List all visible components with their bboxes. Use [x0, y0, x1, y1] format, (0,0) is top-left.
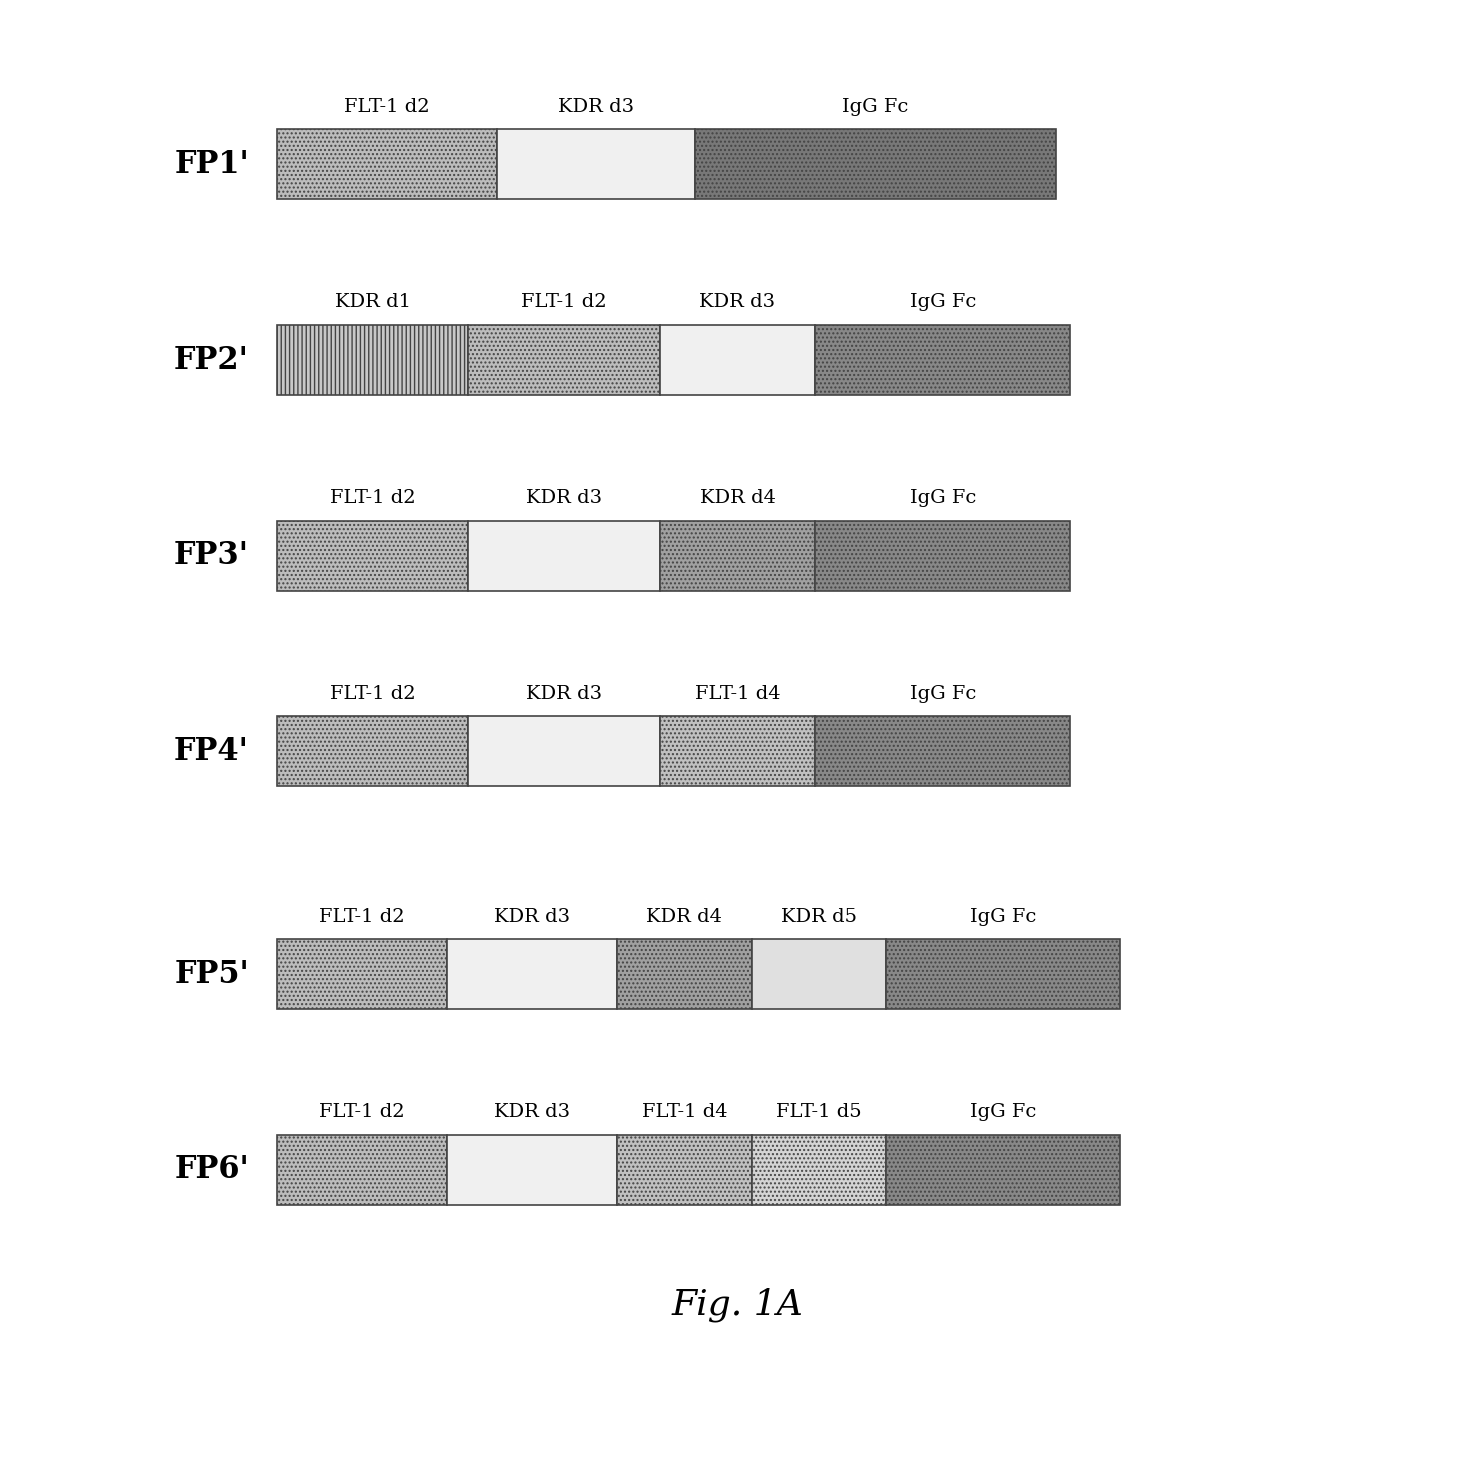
- Bar: [447, 939, 617, 1009]
- Text: FLT-1 d2: FLT-1 d2: [320, 1103, 406, 1121]
- Text: KDR d3: KDR d3: [558, 98, 634, 116]
- Bar: [816, 716, 1071, 786]
- Bar: [277, 716, 469, 786]
- Text: FLT-1 d5: FLT-1 d5: [776, 1103, 861, 1121]
- Bar: [277, 939, 447, 1009]
- Bar: [886, 939, 1120, 1009]
- Text: IgG Fc: IgG Fc: [910, 489, 976, 508]
- Bar: [277, 521, 469, 591]
- Bar: [447, 1134, 617, 1204]
- Bar: [886, 1134, 1120, 1204]
- Text: FLT-1 d2: FLT-1 d2: [521, 293, 606, 311]
- Text: KDR d3: KDR d3: [527, 685, 602, 703]
- Text: FLT-1 d2: FLT-1 d2: [330, 489, 416, 508]
- Text: KDR d1: KDR d1: [335, 293, 412, 311]
- Bar: [659, 324, 816, 395]
- Bar: [469, 716, 659, 786]
- Text: FLT-1 d2: FLT-1 d2: [320, 908, 406, 926]
- Bar: [816, 521, 1071, 591]
- Bar: [695, 129, 1056, 200]
- Text: IgG Fc: IgG Fc: [971, 908, 1035, 926]
- Bar: [469, 324, 659, 395]
- Text: IgG Fc: IgG Fc: [842, 98, 909, 116]
- Text: KDR d4: KDR d4: [646, 908, 723, 926]
- Bar: [277, 129, 497, 200]
- Text: FLT-1 d2: FLT-1 d2: [330, 685, 416, 703]
- Text: KDR d3: KDR d3: [527, 489, 602, 508]
- Text: FP5': FP5': [174, 958, 249, 990]
- Text: FP1': FP1': [174, 148, 249, 180]
- Bar: [277, 1134, 447, 1204]
- Bar: [469, 521, 659, 591]
- Bar: [659, 716, 816, 786]
- Text: FP6': FP6': [174, 1155, 249, 1185]
- Text: KDR d5: KDR d5: [780, 908, 857, 926]
- Text: FP4': FP4': [174, 736, 249, 767]
- Text: FLT-1 d4: FLT-1 d4: [642, 1103, 727, 1121]
- Text: KDR d3: KDR d3: [699, 293, 776, 311]
- Text: IgG Fc: IgG Fc: [910, 293, 976, 311]
- Text: FLT-1 d2: FLT-1 d2: [344, 98, 429, 116]
- Bar: [816, 324, 1071, 395]
- Bar: [752, 939, 886, 1009]
- Bar: [497, 129, 695, 200]
- Bar: [752, 1134, 886, 1204]
- Text: KDR d3: KDR d3: [494, 908, 571, 926]
- Text: FP3': FP3': [174, 540, 249, 571]
- Text: FLT-1 d4: FLT-1 d4: [695, 685, 780, 703]
- Text: KDR d4: KDR d4: [699, 489, 776, 508]
- Bar: [617, 1134, 752, 1204]
- Text: KDR d3: KDR d3: [494, 1103, 571, 1121]
- Bar: [277, 324, 469, 395]
- Text: FP2': FP2': [174, 345, 249, 376]
- Text: IgG Fc: IgG Fc: [971, 1103, 1035, 1121]
- Text: IgG Fc: IgG Fc: [910, 685, 976, 703]
- Bar: [617, 939, 752, 1009]
- Text: Fig. 1A: Fig. 1A: [671, 1288, 804, 1322]
- Bar: [659, 521, 816, 591]
